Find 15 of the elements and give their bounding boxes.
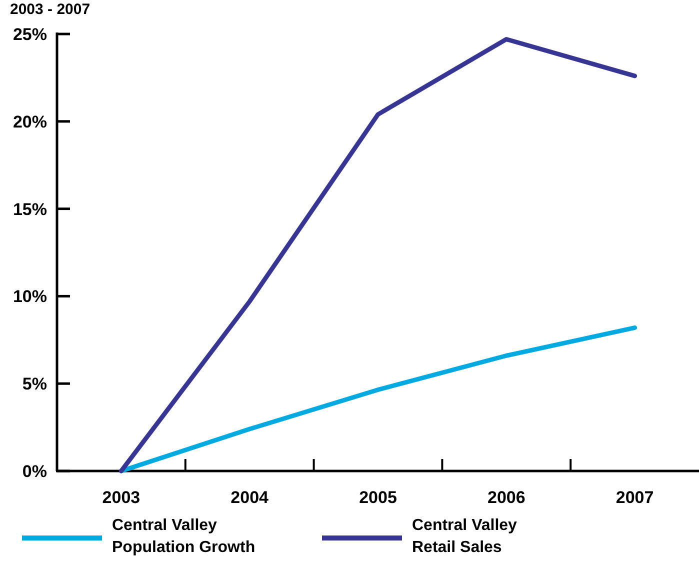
legend-label: Central Valley Retail Sales — [412, 517, 518, 556]
y-tick-label: 10% — [12, 287, 47, 306]
line-series — [118, 36, 638, 474]
x-tick-label: 2007 — [616, 488, 654, 507]
x-tick-label: 2004 — [230, 488, 270, 507]
x-tick-label: 2005 — [359, 488, 397, 507]
y-tick-label: 25% — [12, 25, 47, 44]
y-tick-label: 20% — [12, 112, 47, 132]
y-tick-label: 5% — [22, 374, 47, 394]
x-tick-label: 2003 — [102, 488, 140, 507]
y-tick-label: 0% — [22, 462, 47, 481]
legend-label: Central Valley Population Growth — [112, 517, 256, 556]
y-tick-label: 15% — [12, 200, 47, 219]
x-tick-label: 2006 — [487, 488, 526, 507]
chart-title: 2003 - 2007 — [10, 1, 90, 18]
